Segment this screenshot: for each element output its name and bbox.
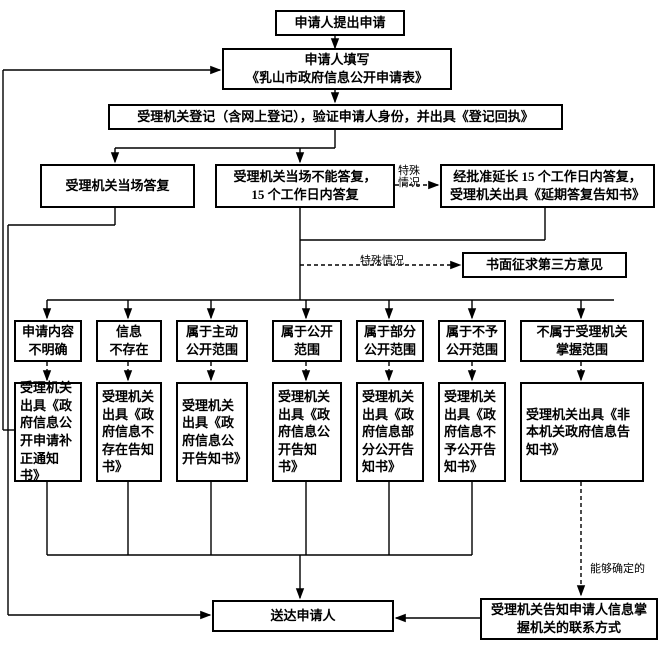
cat-deny: 属于不予公开范围 bbox=[438, 320, 506, 362]
cat-public: 属于公开范围 bbox=[272, 320, 342, 362]
cat-notexist: 信息不存在 bbox=[96, 320, 162, 362]
cat-proactive: 属于主动公开范围 bbox=[176, 320, 248, 362]
label-confirmed: 能够确定的 bbox=[590, 560, 645, 576]
res-proactive: 受理机关出具《政府信息公开告知书》 bbox=[176, 382, 248, 482]
text: 经批准延长 15 个工作日内答复， bbox=[450, 168, 645, 186]
node-start: 申请人提出申请 bbox=[275, 10, 405, 36]
res-notexist: 受理机关出具《政府信息不存在告知书》 bbox=[96, 382, 162, 482]
res-notours: 受理机关出具《非本机关政府信息告知书》 bbox=[520, 382, 644, 482]
node-15day-reply: 受理机关当场不能答复， 15 个工作日内答复 bbox=[215, 164, 395, 208]
text: 受理机关出具《延期答复告知书》 bbox=[450, 186, 645, 204]
node-register: 受理机关登记（含网上登记），验证申请人身份，并出具《登记回执》 bbox=[108, 104, 563, 130]
node-fill-form: 申请人填写 《乳山市政府信息公开申请表》 bbox=[222, 48, 452, 90]
text: 申请人填写 bbox=[246, 51, 428, 69]
node-inform-contact: 受理机关告知申请人信息掌握机关的联系方式 bbox=[480, 598, 658, 640]
node-immediate-reply: 受理机关当场答复 bbox=[40, 164, 195, 208]
label-special-2: 特殊情况 bbox=[360, 252, 404, 268]
res-correction: 受理机关出具《政府信息公开申请补正通知书》 bbox=[14, 382, 82, 482]
text: 15 个工作日内答复 bbox=[233, 186, 376, 204]
cat-notours: 不属于受理机关掌握范围 bbox=[520, 320, 644, 362]
res-partial: 受理机关出具《政府信息部分公开告知书》 bbox=[356, 382, 424, 482]
res-deny: 受理机关出具《政府信息不予公开告知书》 bbox=[438, 382, 506, 482]
node-deliver: 送达申请人 bbox=[212, 600, 394, 632]
node-third-party: 书面征求第三方意见 bbox=[462, 252, 627, 278]
text: 受理机关当场不能答复， bbox=[233, 168, 376, 186]
cat-partial: 属于部分公开范围 bbox=[356, 320, 424, 362]
res-public: 受理机关出具《政府信息公开告知书》 bbox=[272, 382, 342, 482]
cat-unclear: 申请内容不明确 bbox=[14, 320, 82, 362]
label-special-1: 特殊情况 bbox=[398, 165, 422, 189]
node-extended-reply: 经批准延长 15 个工作日内答复， 受理机关出具《延期答复告知书》 bbox=[440, 164, 655, 208]
text: 《乳山市政府信息公开申请表》 bbox=[246, 69, 428, 87]
